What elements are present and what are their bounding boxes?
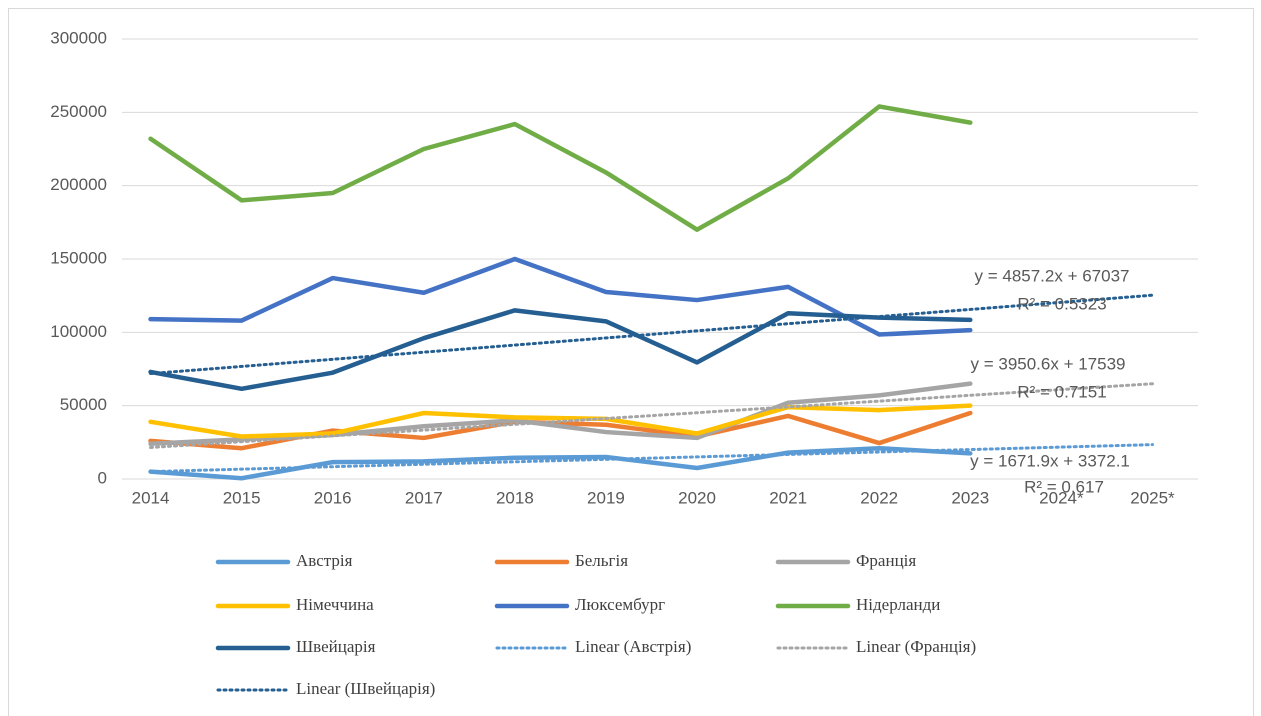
trend-equation: y = 1671.9x + 3372.1 [970, 451, 1130, 470]
trend-equation: y = 3950.6x + 17539 [970, 354, 1125, 373]
x-tick-label: 2018 [496, 488, 534, 507]
y-tick-label: 150000 [50, 248, 107, 267]
series-line [148, 308, 973, 392]
y-tick-label: 250000 [50, 102, 107, 121]
legend-label: Linear (Швейцарія) [296, 679, 435, 698]
series-line [148, 104, 973, 232]
legend-label: Linear (Франція) [856, 637, 976, 656]
legend-label: Австрія [296, 551, 353, 570]
legend-label: Бельгія [575, 551, 628, 570]
trend-equation: R² = 0.7151 [1017, 382, 1106, 401]
x-tick-label: 2024* [1039, 488, 1084, 507]
trend-equation: R² = 0.5323 [1017, 294, 1106, 313]
legend-label: Франція [856, 551, 916, 570]
trend-line [149, 443, 1154, 474]
legend-label: Люксембург [575, 595, 665, 614]
x-tick-label: 2015 [223, 488, 261, 507]
y-tick-label: 0 [98, 468, 107, 487]
legend-label: Німеччина [296, 595, 374, 614]
trend-line [149, 382, 1154, 449]
chart-frame [8, 8, 1254, 716]
trend-equation: y = 4857.2x + 67037 [974, 266, 1129, 285]
y-tick-label: 50000 [60, 395, 107, 414]
x-tick-label: 2021 [769, 488, 807, 507]
trend-line [149, 293, 1154, 376]
legend-label: Linear (Австрія) [575, 637, 691, 656]
series-line [148, 256, 973, 337]
x-tick-label: 2016 [314, 488, 352, 507]
legend-label: Швейцарія [296, 637, 376, 656]
x-tick-label: 2023 [951, 488, 989, 507]
trend-equation: R² = 0.617 [1024, 477, 1104, 496]
legend-label: Нідерланди [856, 595, 940, 614]
x-tick-label: 2022 [860, 488, 898, 507]
series-line [148, 445, 973, 481]
x-tick-label: 2014 [132, 488, 170, 507]
x-tick-label: 2020 [678, 488, 716, 507]
x-tick-label: 2019 [587, 488, 625, 507]
y-tick-label: 100000 [50, 322, 107, 341]
y-tick-label: 200000 [50, 175, 107, 194]
x-tick-label: 2017 [405, 488, 443, 507]
series-line [148, 403, 973, 439]
x-tick-label: 2025* [1130, 488, 1175, 507]
y-tick-label: 300000 [50, 28, 107, 47]
